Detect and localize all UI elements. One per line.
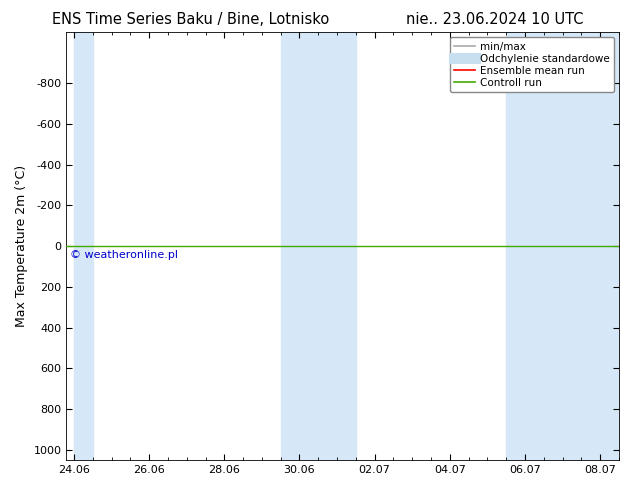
- Bar: [74, 32, 93, 460]
- Y-axis label: Max Temperature 2m (°C): Max Temperature 2m (°C): [15, 165, 28, 327]
- Bar: [506, 32, 619, 460]
- Bar: [281, 32, 356, 460]
- Text: © weatheronline.pl: © weatheronline.pl: [70, 250, 178, 260]
- Text: ENS Time Series Baku / Bine, Lotnisko: ENS Time Series Baku / Bine, Lotnisko: [51, 12, 329, 27]
- Text: nie.. 23.06.2024 10 UTC: nie.. 23.06.2024 10 UTC: [406, 12, 583, 27]
- Legend: min/max, Odchylenie standardowe, Ensemble mean run, Controll run: min/max, Odchylenie standardowe, Ensembl…: [450, 37, 614, 92]
